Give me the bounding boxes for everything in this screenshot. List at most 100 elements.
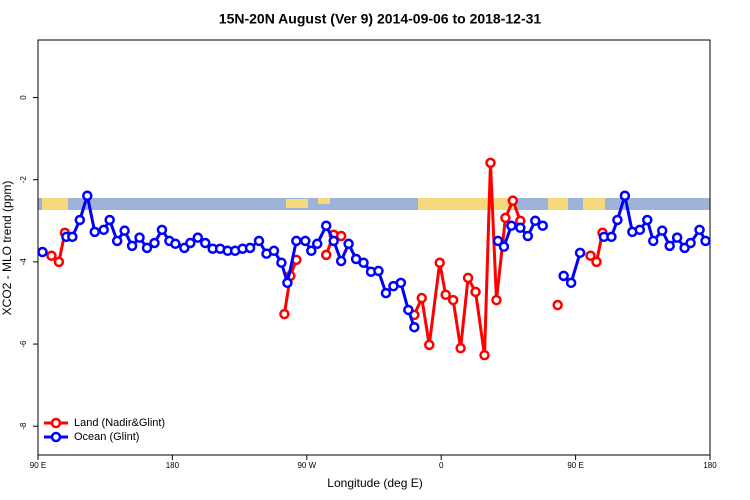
point (574, 247, 586, 259)
point (200, 237, 211, 249)
point (53, 256, 65, 268)
point (82, 190, 93, 201)
point (335, 230, 347, 242)
x-tick-label: 90 W (297, 461, 316, 470)
series-line (66, 194, 707, 328)
point (485, 157, 496, 169)
point (192, 232, 204, 243)
plot-frame (37, 39, 711, 456)
point (291, 235, 302, 247)
point (424, 339, 435, 351)
point (515, 222, 526, 234)
point (585, 250, 596, 261)
point (119, 225, 130, 236)
point (500, 212, 511, 224)
point (648, 235, 659, 247)
point (479, 349, 490, 361)
point (104, 214, 115, 226)
point (170, 238, 181, 250)
legend-marker (50, 417, 62, 429)
point (149, 237, 160, 249)
point (522, 230, 534, 242)
point (37, 246, 48, 258)
x-tick-label: 180 (703, 461, 717, 470)
point (403, 304, 414, 316)
point (134, 232, 145, 243)
point (455, 342, 466, 354)
point (126, 240, 138, 252)
point (492, 235, 504, 247)
map-strip (38, 198, 710, 210)
point (306, 245, 317, 257)
y-tick-label: 0 (19, 95, 28, 100)
point (141, 242, 153, 254)
point (694, 224, 705, 236)
point (498, 241, 510, 252)
point (111, 235, 123, 247)
x-tick-label: 90 E (567, 461, 583, 470)
point (395, 277, 407, 289)
point (328, 235, 339, 247)
x-axis-label: Longitude (deg E) (327, 476, 422, 490)
point (462, 272, 474, 284)
point (335, 255, 347, 267)
point (565, 277, 577, 289)
point (447, 294, 459, 306)
y-axis-label: XCO2 - MLO trend (ppm) (0, 181, 14, 316)
point (664, 240, 675, 252)
point (552, 299, 563, 311)
point (491, 294, 502, 306)
point (591, 256, 602, 268)
point (244, 242, 256, 254)
point (434, 257, 445, 268)
y-tick-label: -6 (19, 340, 28, 348)
point (634, 224, 646, 236)
x-tick-label: 90 E (30, 461, 46, 470)
point (268, 245, 280, 257)
point (619, 190, 631, 201)
point (276, 257, 287, 268)
chart-title: 15N-20N August (Ver 9) 2014-09-06 to 201… (219, 11, 542, 27)
point (67, 231, 78, 243)
point (320, 220, 332, 231)
point (343, 238, 354, 250)
point (656, 225, 668, 236)
point (373, 265, 384, 277)
y-tick-label: -8 (19, 422, 28, 430)
point (98, 224, 109, 236)
x-tick-label: 180 (166, 461, 180, 470)
legend-label: Ocean (Glint) (74, 431, 139, 443)
point (253, 235, 265, 247)
point (558, 270, 569, 282)
point (156, 224, 168, 236)
point (530, 215, 541, 227)
point (300, 235, 311, 247)
point (380, 287, 392, 299)
legend-label: Land (Nadir&Glint) (74, 417, 165, 429)
point (685, 237, 696, 249)
point (282, 277, 293, 289)
point (185, 237, 196, 249)
point (74, 214, 86, 226)
point (606, 231, 617, 243)
point (416, 292, 428, 304)
point (537, 220, 548, 231)
point (89, 226, 100, 238)
point (409, 321, 420, 333)
point (507, 195, 519, 206)
point (46, 250, 57, 261)
y-tick-label: -2 (19, 176, 28, 184)
x-tick-label: 0 (439, 461, 444, 470)
point (506, 220, 517, 231)
point (612, 214, 623, 226)
point (700, 235, 711, 247)
point (642, 214, 653, 226)
point (279, 308, 290, 320)
point (470, 286, 481, 298)
y-tick-label: -4 (19, 258, 28, 266)
point (320, 249, 332, 261)
point (358, 257, 369, 268)
legend-marker (50, 431, 62, 443)
